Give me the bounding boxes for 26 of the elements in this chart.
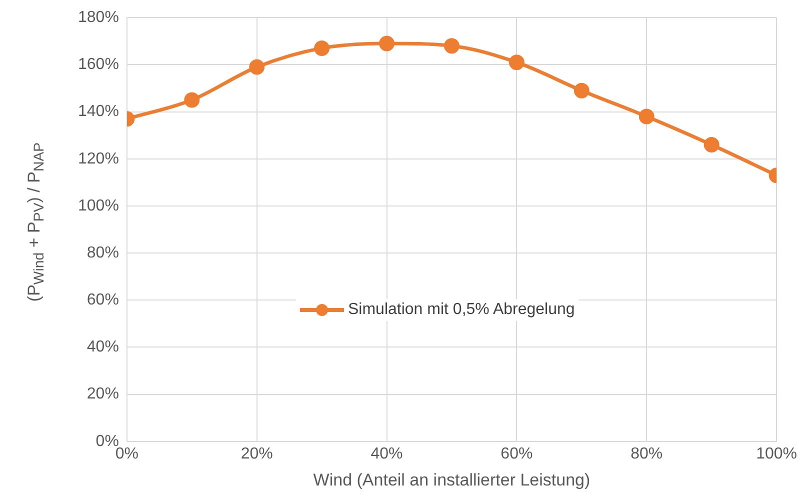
point <box>184 92 200 108</box>
x-tick-label: 100% <box>756 445 797 462</box>
y-tick-label: 120% <box>78 150 119 168</box>
x-tick-label: 20% <box>240 445 273 462</box>
y-tick-label: 60% <box>86 292 119 309</box>
y-tick-label: 160% <box>78 56 119 74</box>
y-tick-label: 80% <box>86 244 119 262</box>
y-tick-label: 40% <box>86 338 119 356</box>
legend-label: Simulation mit 0,5% Abregelung <box>348 301 575 319</box>
point <box>249 59 265 75</box>
x-tick-label: 80% <box>630 445 663 462</box>
x-tick-label: 40% <box>370 445 403 462</box>
point <box>574 82 590 98</box>
point <box>444 38 460 54</box>
x-tick-label: 0% <box>115 445 138 462</box>
y-tick-label: 140% <box>78 103 119 120</box>
point <box>638 108 654 124</box>
point <box>314 40 330 56</box>
x-tick-label: 60% <box>500 445 533 462</box>
y-tick-label: 100% <box>78 197 119 214</box>
x-axis-title: Wind (Anteil an installierter Leistung) <box>313 470 590 490</box>
point <box>379 36 395 52</box>
point <box>704 136 720 152</box>
y-tick-label: 180% <box>78 9 119 26</box>
point <box>508 54 524 70</box>
y-tick-label: 20% <box>86 386 119 403</box>
